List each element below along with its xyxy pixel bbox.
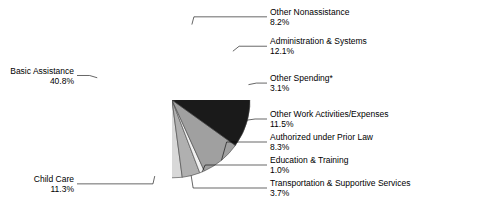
labels: Basic Assistance40.8% Child Care11.3% Tran…: [10, 7, 410, 198]
slice-label: Other Work Activities/Expenses11.5%: [270, 109, 388, 129]
slice-label-name: Transportation & Supportive Services: [270, 178, 410, 188]
leader-line: [233, 46, 267, 51]
slice-label-value: 11.5%: [270, 119, 294, 129]
leader-line: [192, 17, 267, 25]
slice-label-name: Other Work Activities/Expenses: [270, 109, 388, 119]
chart: Basic Assistance40.8% Child Care11.3% Tran…: [0, 0, 486, 200]
slice-label-value: 8.2%: [270, 17, 290, 27]
slice-label: Authorized under Prior Law8.3%: [270, 132, 374, 152]
slice-label-name: Education & Training: [270, 155, 349, 165]
slice-label: Education & Training1.0%: [270, 155, 349, 175]
slice-label: Administration & Systems12.1%: [270, 36, 367, 56]
slice-label: Transportation & Supportive Services3.7%: [270, 178, 410, 198]
slice-label-value: 1.0%: [270, 165, 290, 175]
leader-line: [248, 83, 267, 85]
slice-label-value: 12.1%: [270, 46, 295, 56]
slice-label-value: 3.1%: [270, 83, 290, 93]
leader-line: [247, 119, 267, 120]
chart-container: Basic Assistance40.8% Child Care11.3% Tran…: [0, 0, 486, 200]
slice-label-value: 40.8%: [50, 75, 75, 85]
slice-label: Basic Assistance40.8%: [10, 65, 74, 85]
slice-label-value: 8.3%: [270, 142, 290, 152]
slice-label-value: 11.3%: [51, 184, 75, 194]
leader-line: [191, 176, 267, 188]
slice-label-name: Administration & Systems: [270, 36, 367, 46]
slice: [172, 100, 250, 145]
slice-label-name: Basic Assistance: [10, 65, 74, 75]
leader-line: [77, 176, 155, 184]
slice-label: Other Nonassistance8.2%: [270, 7, 350, 27]
slice-label-name: Other Spending*: [270, 73, 334, 83]
leader-line: [202, 165, 267, 172]
leader-line: [77, 75, 97, 77]
slice-label: Child Care11.3%: [34, 174, 75, 194]
slice-label-name: Other Nonassistance: [270, 7, 350, 17]
slice-label-value: 3.7%: [270, 188, 290, 198]
leader-line: [222, 142, 267, 160]
slice-label-name: Authorized under Prior Law: [270, 132, 374, 142]
slices: [172, 100, 250, 178]
slice-label: Other Spending*3.1%: [270, 73, 334, 93]
slice-label-name: Child Care: [34, 174, 74, 184]
